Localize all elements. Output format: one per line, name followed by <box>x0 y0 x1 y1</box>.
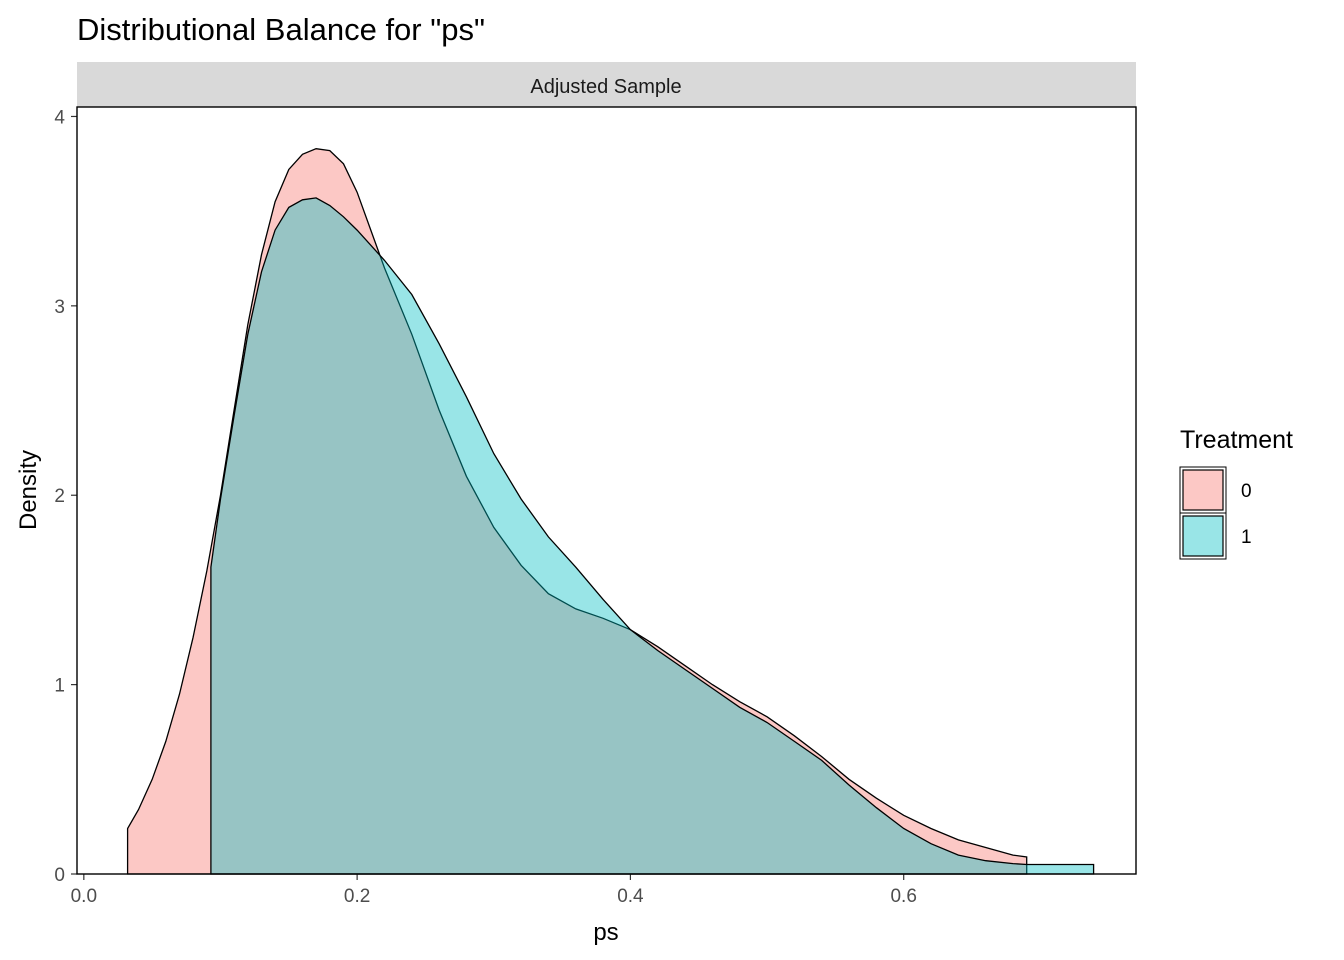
legend-key-swatch-1 <box>1182 515 1224 557</box>
y-tick-label: 1 <box>54 676 65 697</box>
legend: Treatment 01 <box>1179 426 1293 560</box>
legend-key-swatch-0 <box>1182 469 1224 511</box>
y-tick-label: 4 <box>54 107 65 128</box>
legend-title: Treatment <box>1180 426 1293 454</box>
density-area-treatment-0 <box>126 148 1028 875</box>
y-tick-label: 0 <box>54 865 65 886</box>
x-tick-label: 0.2 <box>344 886 370 907</box>
y-tick-label: 2 <box>54 486 65 507</box>
chart-title: Distributional Balance for "ps" <box>77 12 485 47</box>
plot-panel-border <box>76 106 1137 875</box>
y-axis-title: Density <box>15 450 42 530</box>
legend-label-0: 0 <box>1241 481 1252 502</box>
legend-key-frame-1 <box>1179 512 1227 560</box>
y-tick-label: 3 <box>54 297 65 318</box>
density-series-layer <box>126 148 1095 875</box>
x-axis-title: ps <box>593 919 618 946</box>
x-tick-label: 0.6 <box>890 886 916 907</box>
legend-label-1: 1 <box>1241 527 1252 548</box>
facet-strip <box>77 62 1136 107</box>
density-area-treatment-1 <box>210 197 1095 875</box>
x-tick-label: 0.4 <box>617 886 644 907</box>
x-tick-label: 0.0 <box>71 886 97 907</box>
legend-key-frame-0 <box>1179 466 1227 514</box>
facet-strip-label: Adjusted Sample <box>530 76 681 98</box>
axes-layer: 0.0 0.2 0.4 0.6 0 1 2 3 4 <box>54 107 916 907</box>
legend-items: 01 <box>1179 466 1252 560</box>
